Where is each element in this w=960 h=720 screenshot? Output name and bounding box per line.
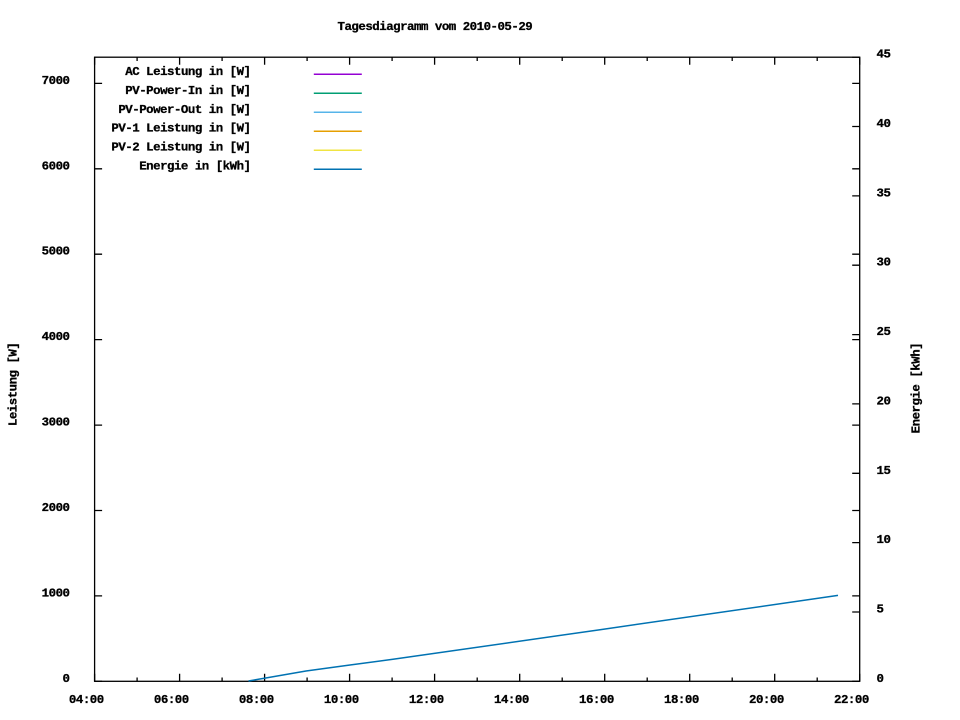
svg-text:4000: 4000 [42, 330, 70, 344]
svg-text:3000: 3000 [42, 416, 70, 430]
svg-text:0: 0 [63, 672, 70, 686]
svg-text:AC Leistung in [W]: AC Leistung in [W] [125, 65, 250, 79]
svg-text:10:00: 10:00 [324, 693, 359, 707]
svg-text:25: 25 [877, 325, 891, 339]
svg-text:2000: 2000 [42, 501, 70, 515]
svg-text:08:00: 08:00 [239, 693, 274, 707]
svg-text:5: 5 [877, 603, 884, 617]
svg-text:35: 35 [877, 186, 891, 200]
svg-text:15: 15 [877, 464, 891, 478]
svg-text:20:00: 20:00 [749, 693, 784, 707]
svg-text:45: 45 [877, 48, 891, 62]
svg-text:20: 20 [877, 394, 891, 408]
svg-text:12:00: 12:00 [409, 693, 444, 707]
svg-text:14:00: 14:00 [494, 693, 529, 707]
svg-text:40: 40 [877, 117, 891, 131]
svg-text:PV-Power-Out in [W]: PV-Power-Out in [W] [118, 103, 250, 117]
svg-text:Energie [kWh]: Energie [kWh] [909, 343, 923, 433]
svg-text:30: 30 [877, 256, 891, 270]
svg-text:16:00: 16:00 [579, 693, 614, 707]
svg-text:1000: 1000 [42, 586, 70, 600]
svg-text:06:00: 06:00 [154, 693, 189, 707]
svg-text:7000: 7000 [42, 74, 70, 88]
svg-text:PV-Power-In in [W]: PV-Power-In in [W] [125, 84, 250, 98]
svg-text:22:00: 22:00 [834, 693, 869, 707]
svg-text:PV-2 Leistung in [W]: PV-2 Leistung in [W] [111, 141, 250, 155]
svg-text:5000: 5000 [42, 245, 70, 259]
svg-text:6000: 6000 [42, 159, 70, 173]
svg-text:PV-1 Leistung in [W]: PV-1 Leistung in [W] [111, 122, 250, 136]
svg-text:0: 0 [877, 672, 884, 686]
svg-text:04:00: 04:00 [69, 693, 104, 707]
svg-text:Energie in [kWh]: Energie in [kWh] [139, 160, 250, 174]
svg-text:Tagesdiagramm vom 2010-05-29: Tagesdiagramm vom 2010-05-29 [338, 20, 533, 34]
svg-text:10: 10 [877, 533, 891, 547]
svg-text:18:00: 18:00 [664, 693, 699, 707]
svg-text:Leistung [W]: Leistung [W] [6, 343, 20, 426]
